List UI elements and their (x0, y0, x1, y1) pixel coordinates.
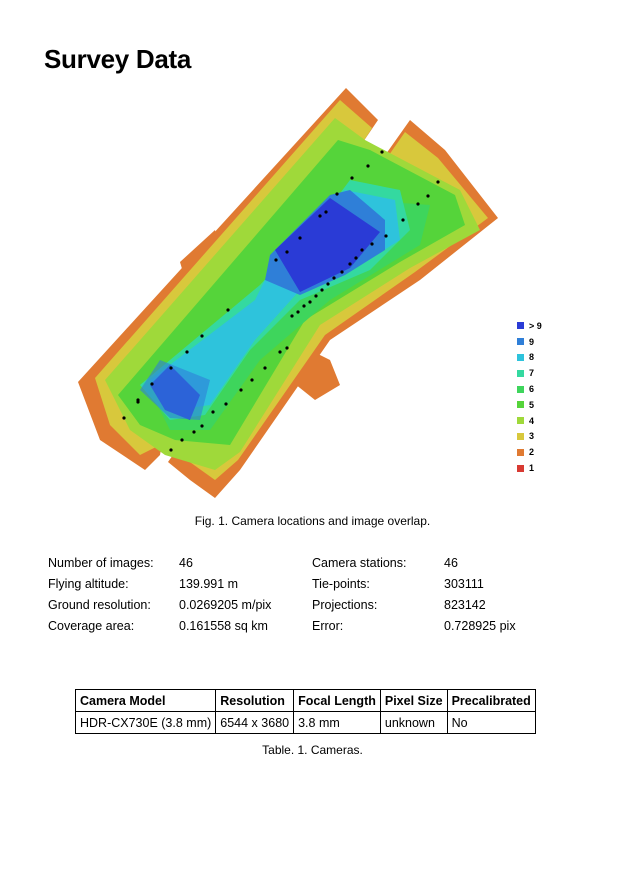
legend-label: 3 (529, 431, 535, 442)
overlap-legend: > 9 9 8 7 6 5 4 3 2 1 (517, 318, 542, 476)
legend-swatch (517, 385, 524, 393)
table-cell: HDR-CX730E (3.8 mm) (74, 711, 217, 734)
error-value: 0.728925 pix (444, 619, 516, 633)
legend-swatch (517, 338, 524, 346)
altitude-value: 139.991 m (179, 577, 239, 591)
legend-label: 4 (529, 415, 535, 426)
tiepoints-value: 303111 (444, 577, 484, 591)
table-header-cell: Focal Length (293, 689, 381, 712)
legend-label: 1 (529, 463, 535, 474)
table-cell: 3.8 mm (293, 711, 381, 734)
tiepoints-label: Tie-points: (312, 577, 370, 591)
page-title: Survey Data (44, 44, 191, 74)
images-value: 46 (179, 556, 193, 570)
legend-label: 6 (529, 384, 535, 395)
table-cell: 6544 x 3680 (215, 711, 295, 734)
coverage-label: Coverage area: (48, 619, 135, 633)
legend-swatch (517, 322, 524, 330)
legend-item: 5 (517, 397, 542, 413)
legend-swatch (517, 401, 524, 409)
legend-label: > 9 (529, 320, 542, 331)
overlap-map (78, 88, 498, 498)
camera-table: Camera Model Resolution Focal Length Pix… (74, 689, 536, 734)
table-header-row: Camera Model Resolution Focal Length Pix… (74, 689, 536, 712)
legend-item: 9 (517, 334, 542, 350)
legend-item: 4 (517, 413, 542, 429)
legend-label: 5 (529, 399, 535, 410)
legend-item: > 9 (517, 318, 542, 334)
coverage-value: 0.161558 sq km (179, 619, 268, 633)
legend-swatch (517, 448, 524, 456)
legend-label: 2 (529, 447, 535, 458)
camera-locations (122, 150, 440, 452)
legend-item: 3 (517, 429, 542, 445)
table-header-cell: Precalibrated (446, 689, 536, 712)
resolution-label: Ground resolution: (48, 598, 151, 612)
legend-swatch (517, 369, 524, 377)
legend-item: 7 (517, 365, 542, 381)
images-label: Number of images: (48, 556, 154, 570)
table-header-cell: Pixel Size (379, 689, 448, 712)
table-caption: Table. 1. Cameras. (262, 743, 363, 757)
legend-swatch (517, 464, 524, 472)
legend-item: 1 (517, 460, 542, 476)
projections-label: Projections: (312, 598, 378, 612)
legend-swatch (517, 432, 524, 440)
altitude-label: Flying altitude: (48, 577, 129, 591)
legend-item: 6 (517, 381, 542, 397)
legend-label: 9 (529, 336, 535, 347)
stations-label: Camera stations: (312, 556, 407, 570)
legend-label: 7 (529, 368, 535, 379)
stations-value: 46 (444, 556, 458, 570)
table-cell: unknown (379, 711, 448, 734)
legend-swatch (517, 417, 524, 425)
overlap-map-strip-blue (140, 190, 385, 420)
error-label: Error: (312, 619, 344, 633)
legend-swatch (517, 353, 524, 361)
resolution-value: 0.0269205 m/pix (179, 598, 272, 612)
legend-item: 2 (517, 444, 542, 460)
legend-label: 8 (529, 352, 535, 363)
figure-caption: Fig. 1. Camera locations and image overl… (194, 514, 431, 528)
table-cell: No (446, 711, 536, 734)
legend-item: 8 (517, 350, 542, 366)
projections-value: 823142 (444, 598, 486, 612)
table-header-cell: Camera Model (74, 689, 217, 712)
table-row: HDR-CX730E (3.8 mm) 6544 x 3680 3.8 mm u… (74, 711, 536, 734)
table-header-cell: Resolution (215, 689, 295, 712)
